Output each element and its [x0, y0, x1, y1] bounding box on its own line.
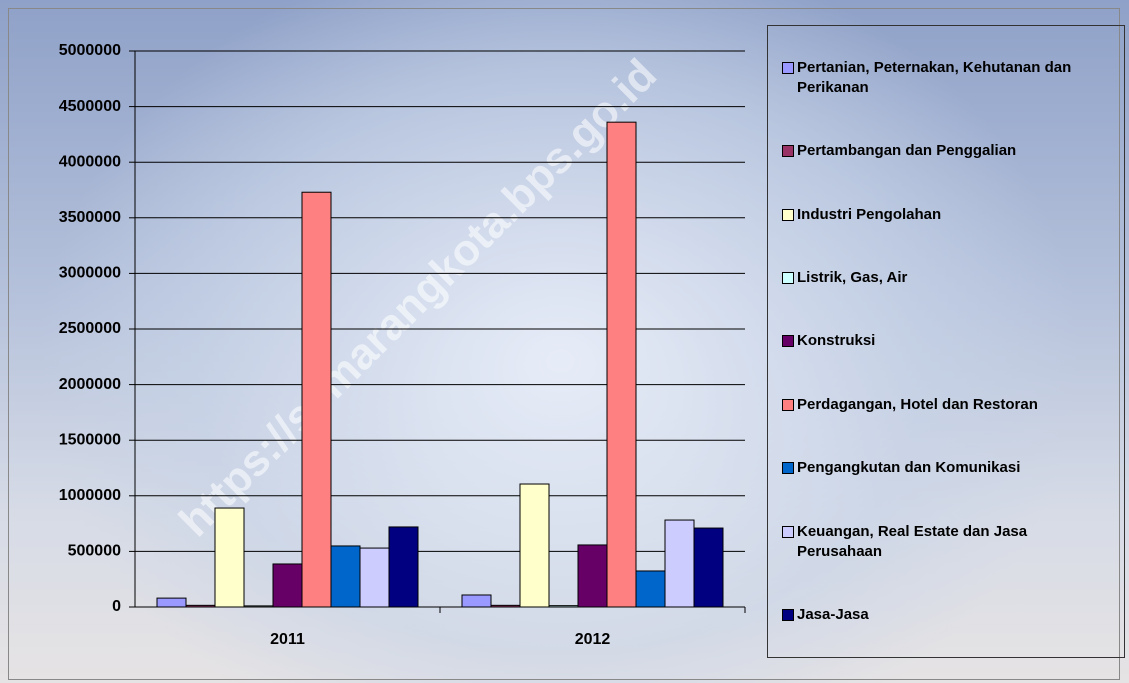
legend-swatch — [782, 335, 794, 347]
bar — [578, 545, 607, 607]
bar — [665, 520, 694, 607]
legend-label: Listrik, Gas, Air — [797, 268, 907, 288]
bar — [360, 548, 389, 607]
page: https://semarangkota.bps.go.id 0 500000 10… — [0, 0, 1129, 683]
legend-swatch — [782, 62, 794, 74]
legend-label: Pertanian, Peternakan, Kehutanan dan Per… — [797, 58, 1116, 98]
bar — [273, 564, 302, 607]
legend-label: Konstruksi — [797, 331, 875, 351]
legend-swatch — [782, 272, 794, 284]
legend-label: Industri Pengolahan — [797, 205, 941, 225]
legend-swatch — [782, 462, 794, 474]
y-tick-label: 3500000 — [59, 209, 121, 226]
y-tick-label: 4000000 — [59, 153, 121, 170]
y-tick-label: 1500000 — [59, 431, 121, 448]
legend-item: Keuangan, Real Estate dan Jasa Perusahaa… — [782, 522, 1116, 562]
legend-swatch — [782, 609, 794, 621]
legend-swatch — [782, 209, 794, 221]
legend-item: Pertambangan dan Penggalian — [782, 141, 1116, 161]
y-tick-label: 500000 — [68, 543, 121, 560]
bar — [520, 484, 549, 607]
y-tick-label: 5000000 — [59, 42, 121, 59]
bar — [607, 122, 636, 607]
legend-swatch — [782, 399, 794, 411]
y-tick-label: 2500000 — [59, 320, 121, 337]
y-tick-label: 3000000 — [59, 265, 121, 282]
legend-swatch — [782, 145, 794, 157]
y-tick-label: 4500000 — [59, 98, 121, 115]
bar — [389, 527, 418, 607]
bar — [302, 192, 331, 607]
bar — [462, 595, 491, 607]
legend-item: Listrik, Gas, Air — [782, 268, 1116, 288]
y-tick-label: 0 — [112, 598, 121, 615]
legend-label: Jasa-Jasa — [797, 605, 869, 625]
legend: Pertanian, Peternakan, Kehutanan dan Per… — [767, 25, 1125, 658]
watermark: https://semarangkota.bps.go.id — [170, 50, 666, 546]
legend-label: Pengangkutan dan Komunikasi — [797, 458, 1020, 478]
bar — [157, 598, 186, 607]
legend-label: Pertambangan dan Penggalian — [797, 141, 1016, 161]
y-tick-label: 2000000 — [59, 376, 121, 393]
x-tick-label: 2011 — [270, 631, 305, 648]
legend-item: Industri Pengolahan — [782, 205, 1116, 225]
legend-item: Pengangkutan dan Komunikasi — [782, 458, 1116, 478]
bar — [331, 546, 360, 607]
legend-label: Keuangan, Real Estate dan Jasa Perusahaa… — [797, 522, 1116, 562]
legend-item: Jasa-Jasa — [782, 605, 1116, 625]
legend-item: Konstruksi — [782, 331, 1116, 351]
legend-swatch — [782, 526, 794, 538]
legend-label: Perdagangan, Hotel dan Restoran — [797, 395, 1038, 415]
bar — [694, 528, 723, 607]
legend-item: Perdagangan, Hotel dan Restoran — [782, 395, 1116, 415]
x-tick-label: 2012 — [575, 631, 611, 648]
legend-item: Pertanian, Peternakan, Kehutanan dan Per… — [782, 58, 1116, 98]
bar — [636, 571, 665, 607]
bar — [215, 508, 244, 607]
y-tick-label: 1000000 — [59, 487, 121, 504]
